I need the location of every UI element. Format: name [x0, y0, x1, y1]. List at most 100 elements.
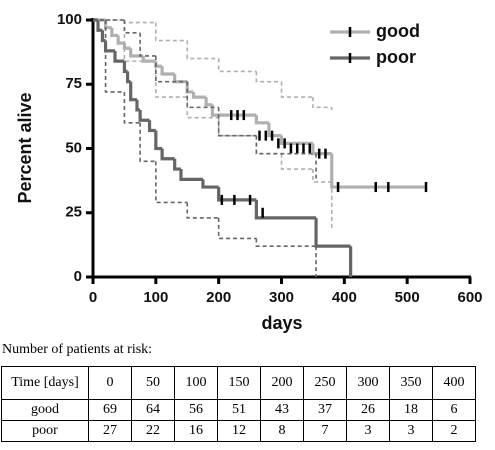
survival-step: [267, 122, 282, 138]
table-cell: good: [1, 399, 89, 421]
survival-step: [314, 217, 351, 248]
confidence-step: [217, 217, 257, 240]
confidence-step: [123, 20, 141, 34]
table-cell: 250: [303, 366, 347, 400]
table-cell: 12: [217, 420, 261, 442]
y-tick-label: 25: [65, 204, 82, 221]
survival-step: [254, 199, 317, 220]
x-axis-label: days: [261, 313, 302, 333]
survival-step: [173, 158, 181, 171]
legend-label: poor: [376, 47, 416, 67]
survival-step: [103, 40, 115, 53]
chart: Percent alive days 0 25 50 75 100 0 100 200 300 4…: [15, 11, 483, 333]
table-cell: 0: [88, 366, 132, 400]
confidence-step: [155, 161, 188, 204]
y-axis-label: Percent alive: [15, 92, 35, 203]
survival-step: [279, 135, 313, 145]
table: Time [days] 0 50 100 150 200 250 300 350 400 good 6…: [1, 366, 476, 442]
x-tick-label: 500: [395, 289, 420, 306]
table-cell: 22: [131, 420, 175, 442]
survival-step: [129, 48, 144, 58]
legend-label: good: [376, 21, 420, 41]
confidence-step: [255, 238, 317, 247]
survival-step: [141, 55, 156, 63]
confidence-step: [139, 122, 156, 163]
x-tick-label: 300: [269, 289, 294, 306]
confidence-step: [280, 153, 313, 170]
table-cell: 16: [174, 420, 218, 442]
table-cell: poor: [1, 420, 89, 442]
confidence-step: [139, 32, 156, 57]
table-cell: 150: [217, 366, 261, 400]
confidence-step: [155, 22, 188, 42]
table-cell: 26: [346, 399, 390, 421]
x-tick-label: 0: [89, 289, 97, 306]
survival-step: [113, 50, 125, 63]
risk-table: Number of patients at risk: Time [days] 0…: [0, 340, 495, 442]
risk-table-title: Number of patients at risk:: [2, 342, 153, 357]
confidence-step: [155, 61, 188, 98]
confidence-step: [217, 58, 257, 73]
survival-step: [147, 120, 156, 133]
x-tick-label: 600: [457, 289, 482, 306]
survival-step: [122, 43, 131, 50]
confidence-step: [186, 40, 219, 60]
x-tick-label: 200: [206, 289, 231, 306]
table-cell: 300: [346, 366, 390, 400]
table-cell: 3: [389, 420, 433, 442]
survival-step: [185, 81, 194, 94]
table-cell: 27: [88, 420, 132, 442]
survival-step: [204, 97, 213, 107]
table-cell: 3: [346, 420, 390, 442]
confidence-step: [217, 117, 257, 137]
x-tick-label: 100: [143, 289, 168, 306]
table-cell: 8: [260, 420, 304, 442]
y-tick-label: 50: [65, 139, 82, 156]
table-cell: 50: [131, 366, 175, 400]
survival-step: [201, 179, 219, 189]
confidence-step: [280, 81, 313, 98]
confidence-step: [312, 97, 332, 109]
survival-step: [125, 71, 131, 84]
survival-step: [110, 27, 119, 38]
survival-step: [122, 61, 128, 73]
survival-step: [103, 20, 112, 30]
survival-step: [160, 66, 175, 76]
table-cell: 51: [217, 399, 261, 421]
table-cell: 18: [389, 399, 433, 421]
confidence-step: [123, 91, 141, 124]
survival-step: [154, 130, 163, 151]
confidence-step: [155, 55, 188, 83]
table-cell: 400: [432, 366, 476, 400]
survival-step: [160, 148, 175, 161]
table-cell: 100: [174, 366, 218, 400]
confidence-step: [255, 71, 282, 83]
table-cell: 350: [389, 366, 433, 400]
survival-step: [138, 109, 150, 122]
table-cell: 69: [88, 399, 132, 421]
x-tick-label: 400: [332, 289, 357, 306]
table-cell: 37: [303, 399, 347, 421]
survival-step: [129, 81, 137, 102]
table-cell: Time [days]: [1, 366, 89, 400]
y-tick-label: 0: [74, 268, 82, 285]
survival-step: [135, 99, 141, 112]
confidence-step: [186, 81, 219, 109]
table-cell: 200: [260, 366, 304, 400]
table-cell: 56: [174, 399, 218, 421]
survival-step: [173, 73, 188, 84]
confidence-step: [186, 202, 219, 219]
table-row: Time [days] 0 50 100 150 200 250 300 350 400: [1, 366, 476, 400]
table-row: poor 27 22 16 12 8 7 3 3 2: [1, 420, 476, 442]
confidence-step: [217, 107, 257, 137]
survival-step: [254, 115, 269, 125]
table-cell: 6: [432, 399, 476, 421]
confidence-step: [123, 20, 156, 24]
survival-step: [217, 187, 257, 202]
survival-step: [191, 91, 207, 99]
survival-step: [154, 61, 163, 68]
table-row: good 69 64 56 51 43 37 26 18 6: [1, 399, 476, 421]
y-tick-label: 75: [65, 75, 82, 92]
survival-step: [311, 143, 332, 156]
